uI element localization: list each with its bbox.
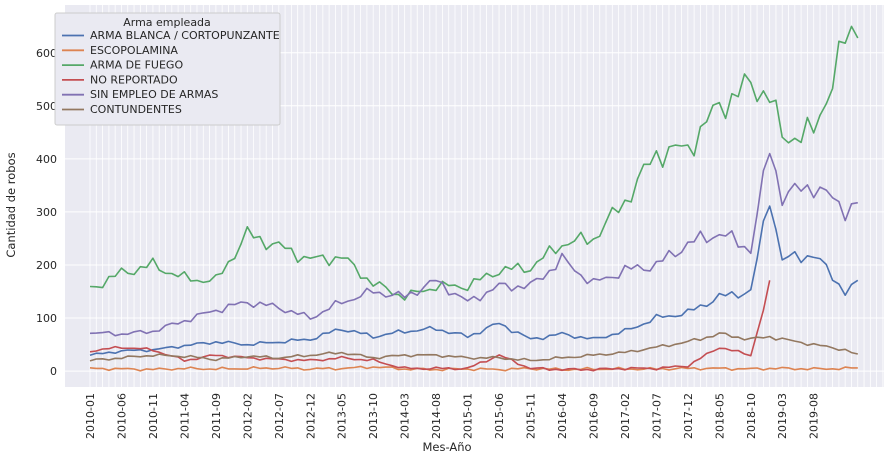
x-tick-label: 2018-05 xyxy=(713,393,726,439)
series-layer xyxy=(89,25,859,372)
series-line xyxy=(89,332,858,362)
legend-title: Arma empleada xyxy=(123,16,211,29)
y-tick-label: 600 xyxy=(36,47,57,60)
y-tick-label: 0 xyxy=(50,365,57,378)
x-tick-label: 2019-03 xyxy=(776,393,789,439)
x-grid xyxy=(89,5,890,387)
x-tick-labels: 2010-01 2010-06 2010-11 2011-04 2011-09 2012-… xyxy=(84,393,821,439)
x-tick-label: 2013-10 xyxy=(367,393,380,439)
legend-items: ARMA BLANCA / CORTOPUNZANTE ESCOPOLAMINA A… xyxy=(62,29,280,116)
x-tick-label: 2013-05 xyxy=(336,393,349,439)
x-tick-label: 2011-09 xyxy=(210,393,223,439)
x-tick-label: 2012-12 xyxy=(304,393,317,439)
x-tick-label: 2016-04 xyxy=(556,393,569,439)
x-tick-label: 2014-08 xyxy=(430,393,443,439)
x-tick-label: 2012-07 xyxy=(273,393,286,439)
series-line xyxy=(89,205,859,356)
x-axis-title: Mes-Año xyxy=(422,440,471,454)
x-tick-label: 2015-01 xyxy=(462,393,475,439)
x-tick-label: 2019-08 xyxy=(808,393,821,439)
x-tick-label: 2010-11 xyxy=(147,393,160,439)
x-tick-label: 2017-07 xyxy=(650,393,663,439)
legend-label: ESCOPOLAMINA xyxy=(90,44,178,57)
x-tick-label: 2011-04 xyxy=(178,393,191,439)
legend-label: ARMA DE FUEGO xyxy=(90,59,183,72)
legend-label: SIN EMPLEO DE ARMAS xyxy=(90,88,218,101)
legend: Arma empleada ARMA BLANCA / CORTOPUNZANT… xyxy=(54,12,281,126)
y-tick-label: 300 xyxy=(36,206,57,219)
legend-label: CONTUNDENTES xyxy=(90,103,182,116)
y-tick-label: 500 xyxy=(36,100,57,113)
x-tick-label: 2017-12 xyxy=(682,393,695,439)
x-tick-label: 2017-02 xyxy=(619,393,632,439)
x-tick-label: 2015-11 xyxy=(525,393,538,439)
x-tick-label: 2012-02 xyxy=(241,393,254,439)
y-axis-title: Cantidad de robos xyxy=(4,152,18,257)
y-tick-label: 200 xyxy=(36,259,57,272)
series-line xyxy=(89,25,859,301)
legend-label: ARMA BLANCA / CORTOPUNZANTE xyxy=(90,29,280,42)
x-tick-label: 2018-10 xyxy=(745,393,758,439)
x-tick-label: 2016-09 xyxy=(587,393,600,439)
y-tick-label: 400 xyxy=(36,153,57,166)
x-tick-label: 2014-03 xyxy=(399,393,412,439)
legend-box xyxy=(54,12,281,126)
x-tick-label: 2015-06 xyxy=(493,393,506,439)
legend-label: NO REPORTADO xyxy=(90,73,178,86)
y-tick-labels: 0 100 200 300 400 500 600 xyxy=(36,47,57,378)
series-line xyxy=(89,152,858,337)
y-tick-label: 100 xyxy=(36,312,57,325)
x-tick-label: 2010-01 xyxy=(84,393,97,439)
x-tick-label: 2010-06 xyxy=(115,393,128,439)
series-line xyxy=(89,365,858,372)
